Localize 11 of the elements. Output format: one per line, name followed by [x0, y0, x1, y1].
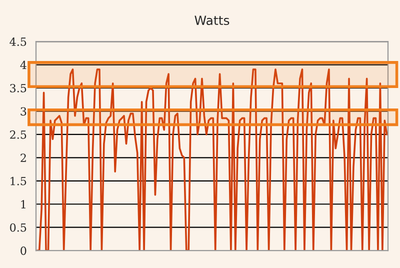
y-tick-label: 1	[21, 200, 26, 208]
y-tick-label: 0.5	[10, 223, 26, 232]
y-tick-label: 1.5	[10, 176, 26, 186]
y-tick-label: 4.5	[10, 38, 26, 46]
y-tick-label: 3.5	[10, 84, 26, 92]
y-tick-label: 2.5	[10, 130, 26, 139]
y-tick-label: 0	[20, 246, 26, 255]
y-tick-label: 3	[20, 107, 26, 116]
chart-title: Watts	[194, 16, 230, 26]
y-tick-label: 2	[20, 154, 26, 162]
y-tick-label: 4	[20, 60, 26, 69]
